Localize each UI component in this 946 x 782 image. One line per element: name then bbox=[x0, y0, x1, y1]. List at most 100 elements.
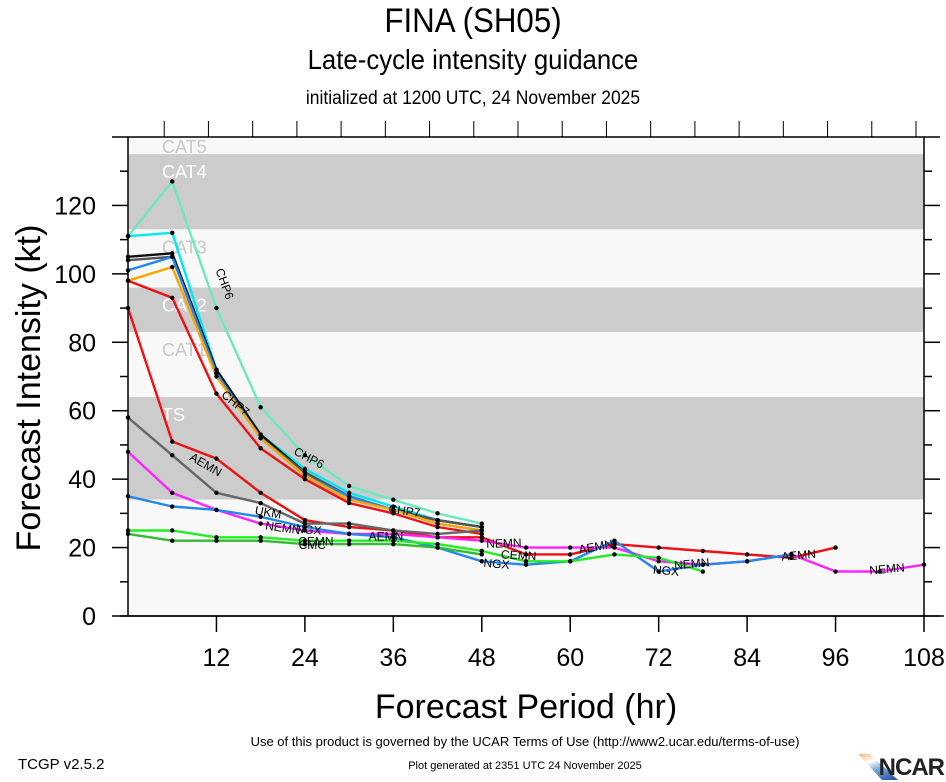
x-axis-label: Forecast Period (hr) bbox=[375, 688, 677, 726]
version-label: TCGP v2.5.2 bbox=[18, 756, 105, 773]
y-tick-label: 0 bbox=[82, 603, 96, 631]
data-point bbox=[258, 535, 263, 540]
data-point bbox=[258, 538, 263, 543]
y-tick-label: 120 bbox=[54, 192, 96, 220]
data-point bbox=[258, 446, 263, 451]
data-point bbox=[568, 552, 573, 557]
data-point bbox=[479, 552, 484, 557]
band-cat4 bbox=[128, 154, 924, 230]
data-point bbox=[302, 521, 308, 526]
data-point bbox=[391, 497, 396, 502]
data-point bbox=[214, 507, 219, 513]
data-point bbox=[302, 473, 308, 478]
data-point bbox=[700, 569, 706, 574]
data-point bbox=[612, 538, 617, 543]
data-point bbox=[214, 370, 219, 376]
data-point bbox=[833, 569, 838, 574]
data-point bbox=[700, 562, 706, 567]
data-point bbox=[214, 391, 219, 396]
data-point bbox=[258, 490, 263, 496]
y-tick-label: 60 bbox=[68, 398, 96, 426]
band-cat2 bbox=[128, 287, 924, 333]
data-point bbox=[789, 555, 794, 561]
data-point bbox=[435, 511, 440, 516]
data-point bbox=[523, 552, 529, 557]
x-tick-label: 96 bbox=[822, 644, 850, 672]
y-tick-label: 20 bbox=[68, 535, 96, 563]
chart-title: FINA (SH05) bbox=[384, 2, 562, 40]
series-label: AEMN bbox=[781, 547, 817, 564]
data-point bbox=[391, 538, 396, 543]
data-point bbox=[656, 559, 661, 564]
data-point bbox=[391, 531, 396, 537]
data-point bbox=[877, 569, 882, 574]
data-point bbox=[789, 552, 794, 557]
series-label: NGX bbox=[295, 522, 322, 538]
series-line-cemn bbox=[128, 529, 704, 573]
data-point bbox=[435, 541, 440, 547]
y-axis-label: Forecast Intensity (kt) bbox=[10, 225, 48, 552]
data-point bbox=[391, 535, 396, 540]
y-tick-label: 100 bbox=[54, 261, 96, 289]
series-label: CHP7 bbox=[388, 502, 422, 520]
band-cat5 bbox=[128, 137, 924, 155]
series-label: AEMN bbox=[578, 537, 615, 557]
data-point bbox=[744, 559, 750, 564]
series-label: NEMN bbox=[486, 536, 522, 551]
y-tick-label: 40 bbox=[68, 466, 96, 494]
data-point bbox=[744, 552, 750, 557]
x-tick-label: 72 bbox=[645, 644, 673, 672]
data-point bbox=[612, 545, 617, 550]
data-point bbox=[479, 528, 484, 533]
data-point bbox=[170, 254, 175, 259]
x-tick-label: 48 bbox=[468, 644, 496, 672]
data-point bbox=[391, 528, 396, 533]
data-point bbox=[523, 562, 529, 567]
data-point bbox=[612, 552, 617, 557]
data-point bbox=[479, 524, 484, 530]
data-point bbox=[479, 559, 484, 564]
data-point bbox=[346, 541, 352, 547]
series-label: NEMN bbox=[674, 555, 710, 572]
data-point bbox=[656, 555, 661, 561]
ncar-logo-text: NCAR bbox=[878, 754, 945, 781]
series-label: CEMN bbox=[298, 535, 333, 549]
data-point bbox=[435, 531, 440, 537]
data-point bbox=[833, 545, 838, 550]
data-point bbox=[302, 524, 308, 530]
data-point bbox=[170, 504, 175, 509]
data-point bbox=[258, 514, 263, 519]
data-point bbox=[391, 507, 396, 513]
data-point bbox=[214, 305, 219, 311]
data-point bbox=[302, 541, 308, 547]
data-point bbox=[214, 367, 219, 372]
data-point bbox=[346, 531, 352, 537]
x-tick-label: 24 bbox=[291, 644, 319, 672]
data-point bbox=[391, 511, 396, 516]
data-point bbox=[214, 538, 219, 543]
series-label: CEMN bbox=[501, 547, 537, 563]
data-point bbox=[435, 524, 440, 530]
series-label: NGX bbox=[483, 556, 510, 572]
data-point bbox=[700, 548, 706, 554]
band-cat3 bbox=[128, 229, 924, 288]
x-tick-label: 84 bbox=[733, 644, 761, 672]
terms-of-use-notice: Use of this product is governed by the U… bbox=[250, 734, 800, 749]
data-point bbox=[302, 528, 308, 533]
series-label: NEMN bbox=[264, 519, 301, 538]
series-points bbox=[125, 179, 927, 574]
series-label: NGX bbox=[653, 563, 680, 579]
x-tick-label: 60 bbox=[556, 644, 584, 672]
data-point bbox=[523, 545, 529, 550]
data-point bbox=[302, 466, 308, 472]
data-point bbox=[479, 535, 484, 540]
series-line-ngx bbox=[127, 495, 792, 573]
data-point bbox=[346, 483, 352, 489]
data-point bbox=[170, 230, 175, 235]
data-point bbox=[346, 494, 352, 499]
series-label: NEMN bbox=[869, 560, 905, 577]
data-point bbox=[258, 521, 263, 526]
y-tick-label: 80 bbox=[68, 329, 96, 357]
